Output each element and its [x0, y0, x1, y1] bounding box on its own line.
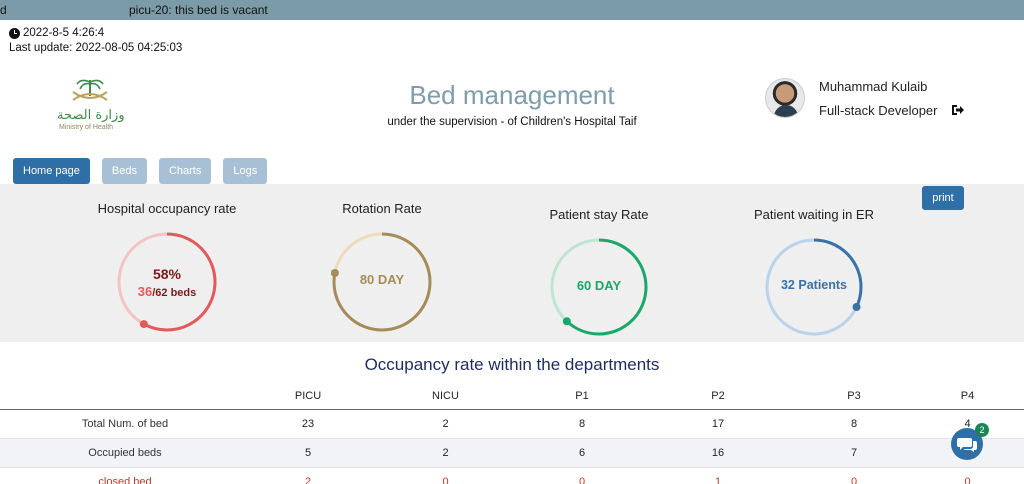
table-cell: 1 [639, 467, 797, 484]
table-cell: 6 [525, 438, 639, 468]
table-row: Occupied beds 5 2 6 16 7 [0, 438, 1024, 468]
current-time: 2022-8-5 4:26:4 [23, 27, 105, 39]
table-row: closed bed 2 0 0 1 0 0 [0, 467, 1024, 484]
avatar [765, 78, 805, 118]
print-button[interactable]: print [922, 186, 964, 210]
header: Bed management under the supervision - o… [312, 78, 712, 128]
nav-home-button[interactable]: Home page [13, 158, 90, 184]
nav-charts-button[interactable]: Charts [158, 158, 212, 184]
table-cell: 23 [250, 409, 366, 439]
chat-button[interactable]: 2 [951, 423, 989, 460]
table-header-row: PICU NICU P1 P2 P3 P4 [0, 384, 1024, 410]
clock-icon [9, 28, 20, 39]
chat-badge: 2 [975, 423, 989, 437]
total-beds: /62 beds [152, 287, 197, 299]
waiting-label: Patient waiting in ER [754, 207, 874, 222]
user-name: Muhammad Kulaib [819, 79, 928, 94]
stay-ring [550, 238, 648, 336]
column-header: P4 [911, 384, 1024, 410]
rotation-ring [331, 232, 432, 332]
page-subtitle: under the supervision - of Children's Ho… [387, 116, 637, 128]
table-cell: 0 [366, 467, 525, 484]
table-row: Total Num. of bed 23 2 8 17 8 4 [0, 409, 1024, 439]
logo-arabic-text: وزارة الصحة [57, 108, 125, 123]
column-header: P3 [797, 384, 911, 410]
column-header: PICU [250, 384, 366, 410]
logo-english-text: Ministry of Health [59, 124, 114, 131]
table-cell: 16 [639, 438, 797, 468]
occupancy-beds: 36/62 beds [107, 284, 227, 299]
user-profile: Muhammad Kulaib Full-stack Developer [765, 76, 1005, 120]
ticker-bar: d picu-20: this bed is vacant [0, 0, 1024, 20]
table-cell: 5 [250, 438, 366, 468]
table-cell: 0 [797, 467, 911, 484]
waiting-ring [765, 238, 863, 336]
column-header: P2 [639, 384, 797, 410]
waiting-value: 32 Patients [780, 278, 847, 292]
column-header: P1 [525, 384, 639, 410]
table-cell: 8 [525, 409, 639, 439]
last-update: Last update: 2022-08-05 04:25:03 [9, 42, 183, 54]
palm-swords-icon [72, 79, 108, 101]
departments-title: Occupancy rate within the departments [364, 355, 660, 374]
row-label: Total Num. of bed [0, 409, 250, 439]
table-cell: 0 [525, 467, 639, 484]
rotation-label: Rotation Rate [342, 201, 422, 216]
time-info: 2022-8-5 4:26:4 Last update: 2022-08-05 … [9, 26, 182, 56]
main-nav: Home page Beds Charts Logs [13, 158, 268, 184]
ticker-left-text: d [0, 3, 7, 17]
stay-value: 60 DAY [576, 278, 622, 293]
row-label: Occupied beds [0, 438, 250, 468]
table-cell: 17 [639, 409, 797, 439]
table-cell: 2 [250, 467, 366, 484]
nav-beds-button[interactable]: Beds [101, 158, 147, 184]
occupancy-label: Hospital occupancy rate [97, 201, 237, 216]
column-header: NICU [366, 384, 525, 410]
table-cell: 2 [366, 438, 525, 468]
table-cell: 0 [911, 467, 1024, 484]
nav-logs-button[interactable]: Logs [223, 158, 268, 184]
column-header [0, 384, 250, 410]
table-cell: 2 [366, 409, 525, 439]
occupancy-percent: 58% [152, 266, 182, 282]
ticker-message: picu-20: this bed is vacant [129, 3, 268, 17]
page-title: Bed management [409, 80, 615, 110]
occupied-count: 36 [137, 284, 153, 299]
table-cell: 7 [797, 438, 911, 468]
ministry-logo: وزارة الصحة Ministry of Health [55, 76, 125, 132]
table-cell: 8 [797, 409, 911, 439]
departments-table: PICU NICU P1 P2 P3 P4 Total Num. of bed … [0, 384, 1024, 484]
occupancy-ring [117, 232, 217, 332]
rotation-value: 80 DAY [359, 272, 405, 287]
logout-icon[interactable] [951, 104, 965, 116]
chat-bubbles-icon [957, 438, 977, 452]
stay-label: Patient stay Rate [549, 207, 649, 222]
user-role: Full-stack Developer [819, 103, 938, 118]
row-label: closed bed [0, 467, 250, 484]
